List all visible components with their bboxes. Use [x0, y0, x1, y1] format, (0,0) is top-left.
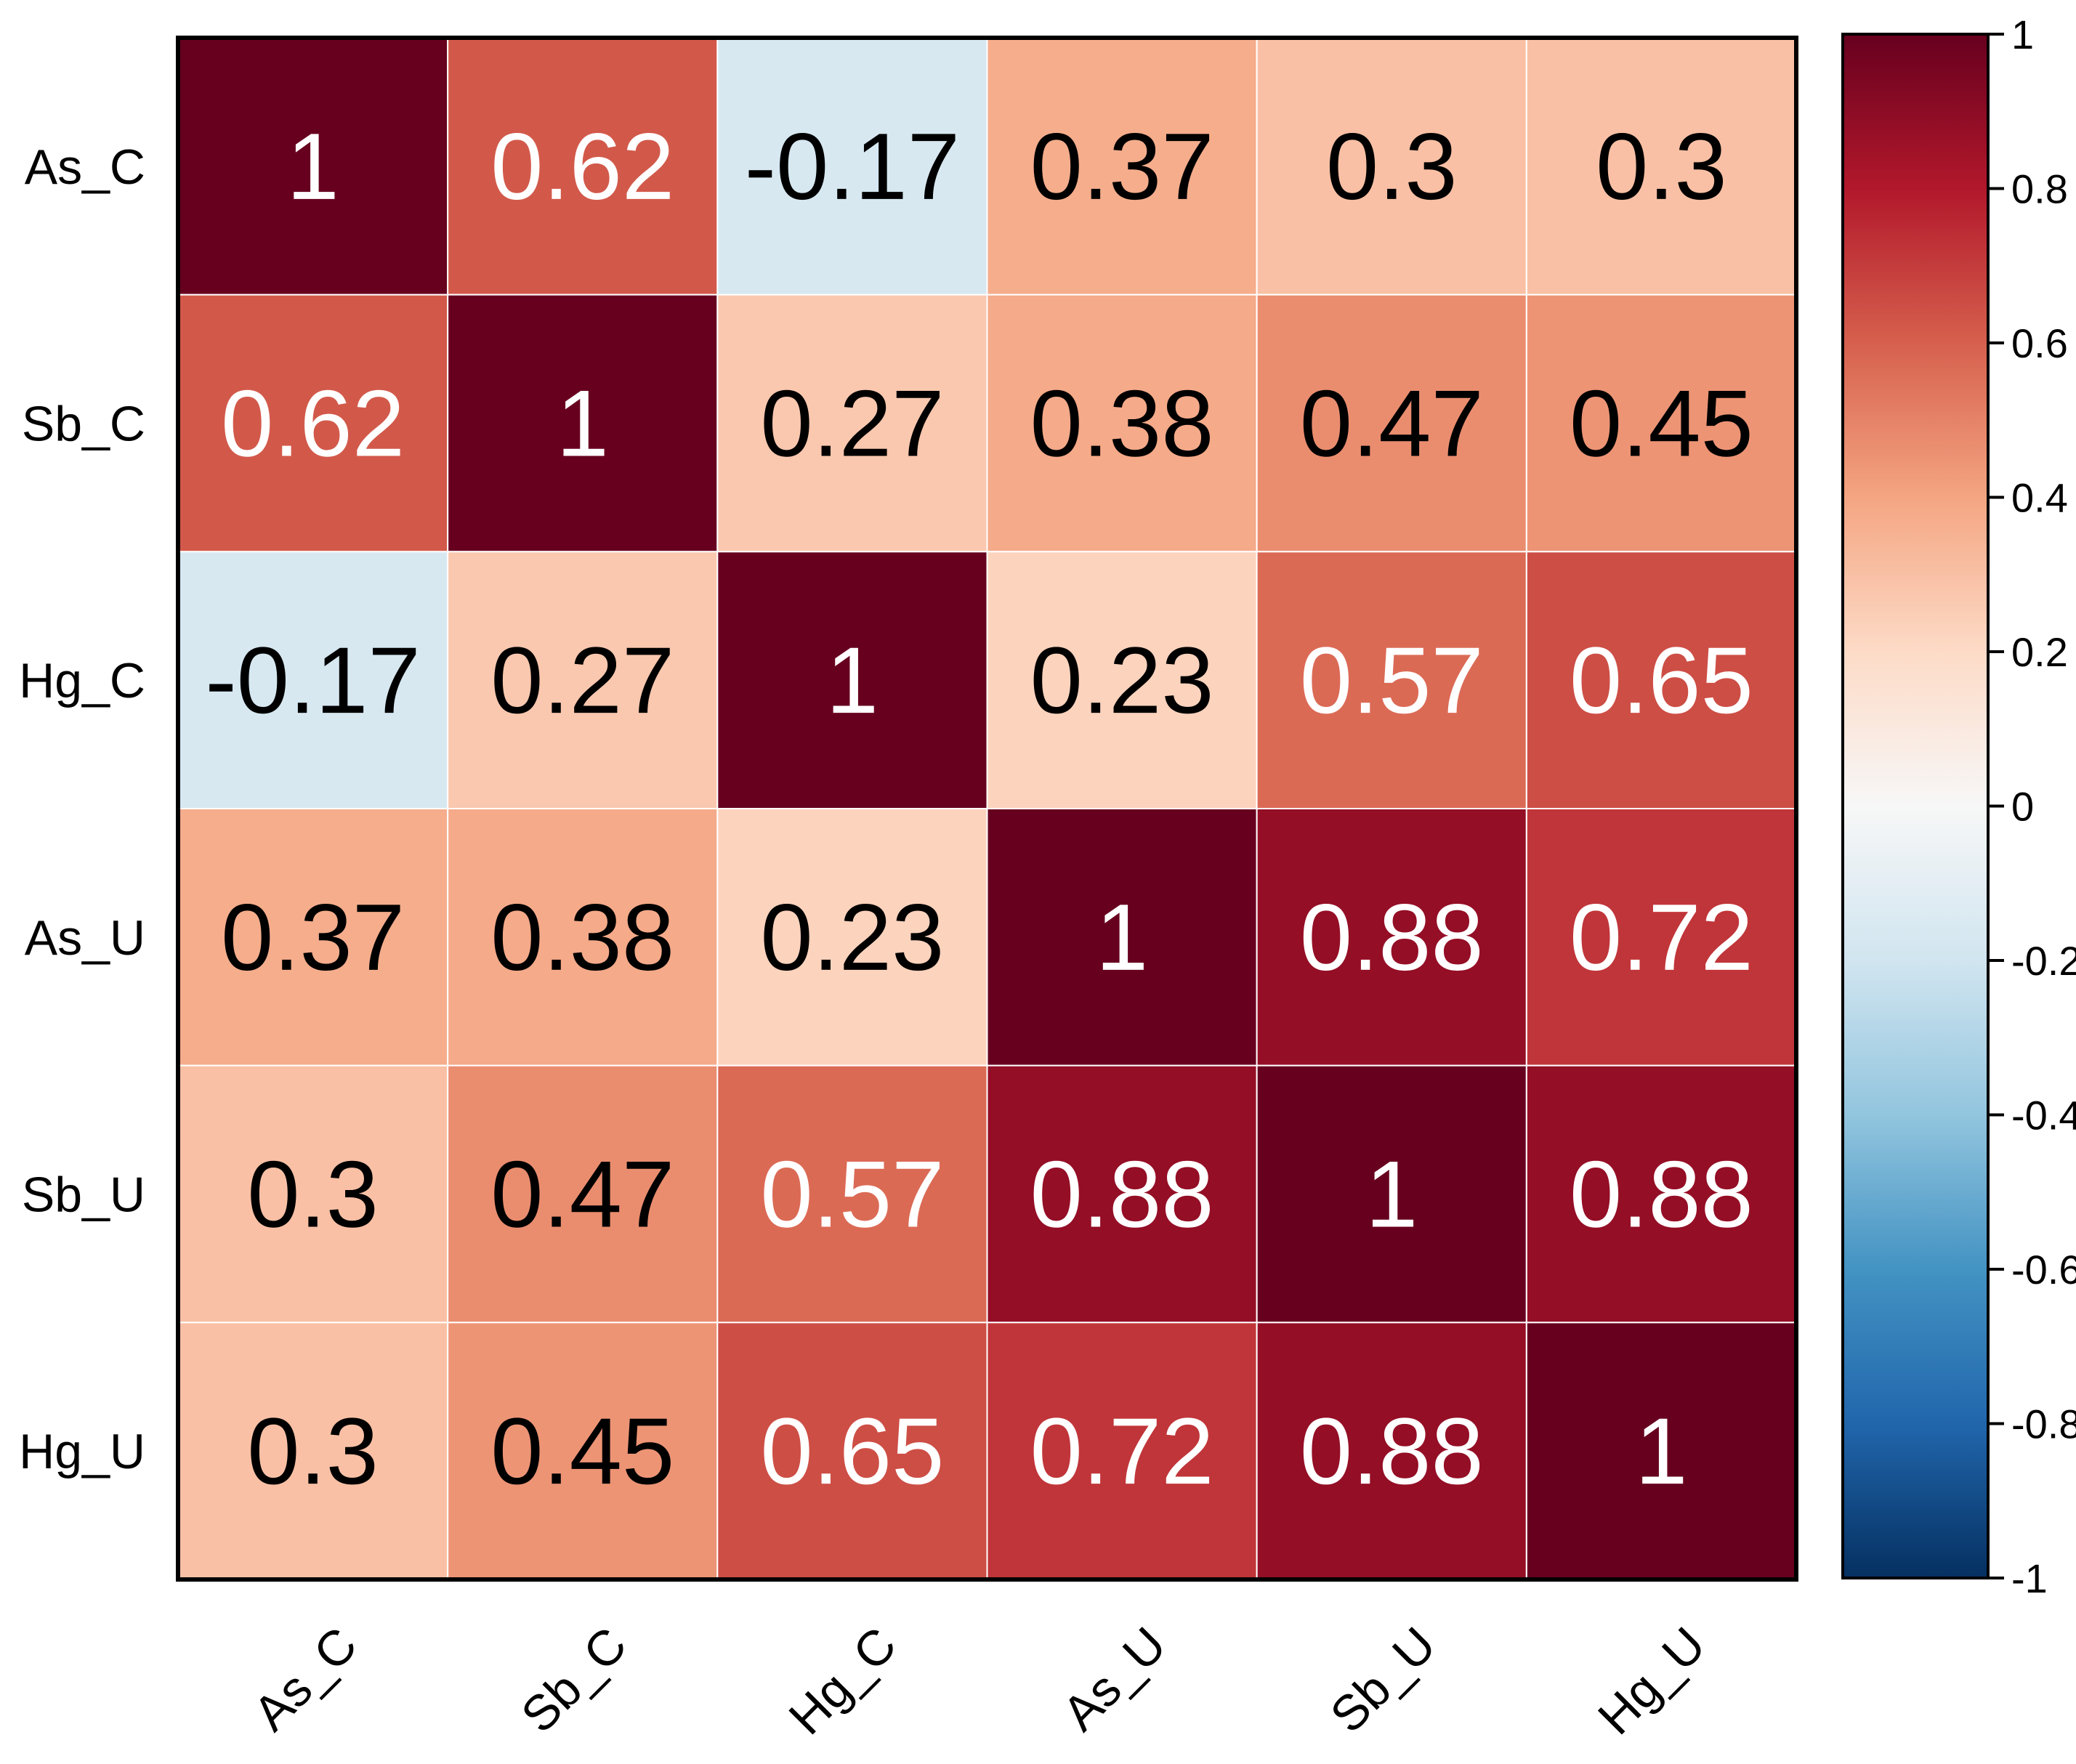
heatmap-value-label: 0.88 — [1300, 884, 1484, 990]
heatmap-cell — [1256, 808, 1527, 1067]
heatmap-cell — [177, 808, 449, 1067]
heatmap-value-label: 0.62 — [490, 113, 674, 219]
heatmap-value-label: 1 — [826, 627, 879, 733]
row-tick-label: Hg_U — [19, 1424, 145, 1479]
heatmap-cell — [1525, 551, 1797, 809]
heatmap-cell — [986, 37, 1258, 296]
heatmap-value-label: 1 — [1365, 1141, 1418, 1247]
column-tick-labels: As_C Sb_C Hg_C As_U Sb_U Hg_U — [243, 1617, 1716, 1745]
column-tick-label: Hg_C — [778, 1617, 907, 1745]
heatmap-value-label: 0.45 — [490, 1398, 674, 1504]
heatmap-value-label: 0.38 — [490, 884, 674, 990]
heatmap-value-label: 0.88 — [1570, 1141, 1753, 1247]
heatmap-value-label: 0.72 — [1570, 884, 1753, 990]
colorbar-tick-label: 0 — [2011, 784, 2034, 830]
heatmap-cell — [986, 294, 1258, 553]
colorbar-tick-label: 0.4 — [2011, 475, 2068, 521]
heatmap-cell — [447, 1064, 719, 1324]
heatmap-frame — [176, 36, 1798, 1582]
column-tick-label: Hg_U — [1588, 1617, 1716, 1745]
column-tick-label: As_U — [1052, 1617, 1176, 1741]
heatmap-value-label: 0.37 — [221, 884, 405, 990]
colorbar-tick-label: -0.4 — [2011, 1093, 2076, 1138]
colorbar-tick-label: 0.2 — [2011, 629, 2068, 675]
heatmap-value-label: 1 — [1096, 884, 1148, 990]
heatmap-value-label: 0.57 — [1300, 627, 1484, 733]
heatmap-cell — [1256, 1322, 1527, 1581]
colorbar-tick-label: -0.2 — [2011, 938, 2076, 984]
heatmap-value-label: 0.88 — [1300, 1398, 1484, 1504]
heatmap-value-label: 0.3 — [1326, 113, 1458, 219]
heatmap-cell — [177, 294, 449, 553]
row-tick-label: As_C — [25, 139, 145, 195]
heatmap-cell — [1256, 37, 1527, 296]
row-tick-labels: As_C Sb_C Hg_C As_U Sb_U Hg_U — [19, 139, 145, 1479]
heatmap-cell — [447, 808, 719, 1067]
heatmap-value-label: -0.17 — [205, 627, 420, 733]
colorbar-tick-label: -0.8 — [2011, 1401, 2076, 1447]
heatmap-cell — [986, 1064, 1258, 1324]
heatmap-cell — [177, 37, 449, 296]
heatmap-value-label: 0.3 — [247, 1141, 379, 1247]
column-tick-label: As_C — [243, 1617, 367, 1741]
heatmap-cell — [447, 551, 719, 809]
heatmap-cell — [986, 808, 1258, 1067]
heatmap-value-label: 0.72 — [1030, 1398, 1214, 1504]
heatmap-value-label: 0.47 — [490, 1141, 674, 1247]
colorbar-tick-label: -1 — [2011, 1555, 2048, 1601]
heatmap-value-label: 0.27 — [490, 627, 674, 733]
heatmap-cell — [177, 1064, 449, 1324]
colorbar-tick-label: 1 — [2011, 12, 2034, 57]
heatmap-cell — [1256, 551, 1527, 809]
heatmap-cell — [716, 1064, 988, 1324]
heatmap-value-label: 0.62 — [221, 371, 405, 477]
row-tick-label: As_U — [25, 910, 145, 966]
colorbar-tick-label: -0.6 — [2011, 1247, 2076, 1292]
heatmap-cell — [716, 551, 988, 809]
heatmap-cell — [986, 551, 1258, 809]
heatmap-value-label: 0.65 — [1570, 627, 1753, 733]
heatmap-value-label: 0.3 — [247, 1398, 379, 1504]
column-tick-label: Sb_C — [511, 1617, 637, 1743]
heatmap-cell — [986, 1322, 1258, 1581]
heatmap-cell — [1525, 294, 1797, 553]
colorbar — [1841, 33, 1990, 1579]
heatmap-value-labels: 1 0.62 -0.17 0.37 0.3 0.3 0.62 1 0.27 0.38 0.47 0.4… — [205, 113, 1753, 1504]
heatmap-value-label: 0.23 — [1030, 627, 1214, 733]
heatmap-cell — [1256, 1064, 1527, 1324]
heatmap-value-label: 0.57 — [760, 1141, 944, 1247]
heatmap-cell — [177, 551, 449, 809]
heatmap-value-label: 0.23 — [760, 884, 944, 990]
row-tick-label: Sb_C — [22, 397, 145, 452]
row-tick-label: Sb_U — [22, 1168, 145, 1223]
heatmap-cell — [1525, 1322, 1797, 1581]
heatmap-cell — [1525, 37, 1797, 296]
heatmap-cell — [447, 37, 719, 296]
heatmap-value-label: 0.3 — [1596, 113, 1727, 219]
heatmap-value-label: 1 — [557, 371, 609, 477]
colorbar-ticks: 1 0.8 0.6 0.4 0.2 0 -0.2 -0.4 -0.6 -0.8 -1 — [1988, 12, 2076, 1601]
heatmap-value-label: 0.88 — [1030, 1141, 1214, 1247]
colorbar-tick-label: 0.6 — [2011, 320, 2068, 366]
heatmap-value-label: 0.47 — [1300, 371, 1484, 477]
heatmap-value-label: -0.17 — [745, 113, 960, 219]
heatmap-cell — [716, 808, 988, 1067]
row-tick-label: Hg_C — [19, 653, 145, 708]
heatmap-value-label: 1 — [286, 113, 339, 219]
heatmap-value-label: 0.27 — [760, 371, 944, 477]
heatmap-cells — [177, 37, 1797, 1581]
heatmap-value-label: 1 — [1635, 1398, 1687, 1504]
heatmap-cell — [447, 294, 719, 553]
colorbar-tick-label: 0.8 — [2011, 166, 2068, 212]
column-tick-label: Sb_U — [1320, 1617, 1446, 1743]
heatmap-value-label: 0.37 — [1030, 113, 1214, 219]
heatmap-cell — [177, 1322, 449, 1581]
heatmap-value-label: 0.45 — [1570, 371, 1753, 477]
heatmap-value-label: 0.38 — [1030, 371, 1214, 477]
heatmap-value-label: 0.65 — [760, 1398, 944, 1504]
